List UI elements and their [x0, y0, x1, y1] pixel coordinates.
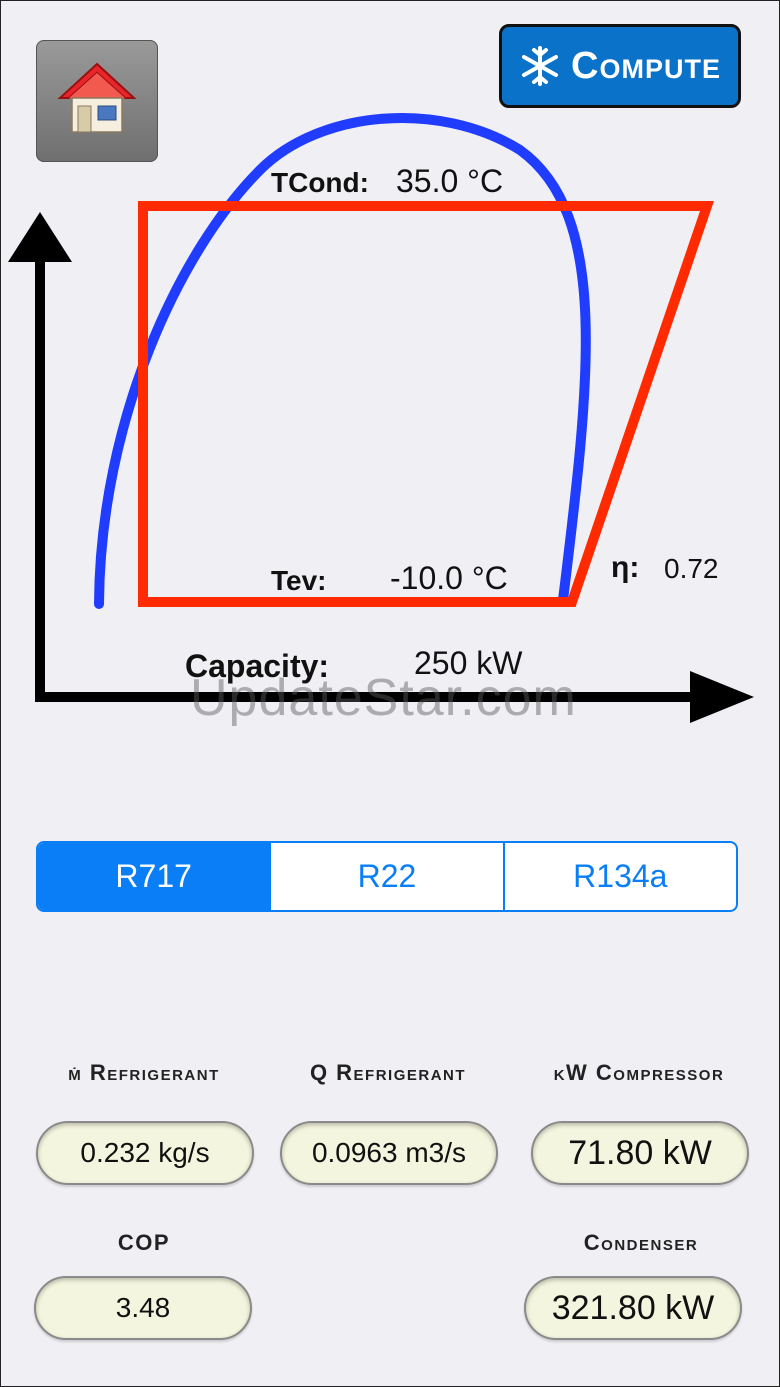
capacity-label: Capacity: — [185, 648, 330, 684]
m-refrigerant-header: ṁ Refrigerant — [68, 1060, 220, 1085]
refrigeration-cycle — [138, 201, 714, 607]
cop-header: COP — [117, 1230, 171, 1255]
eta-value: 0.72 — [664, 553, 719, 584]
q-refrigerant-header: Q Refrigerant — [309, 1060, 467, 1085]
tev-value: -10.0 °C — [390, 560, 508, 596]
kw-compressor-value: 71.80 kW — [531, 1121, 749, 1185]
tev-label: Tev: — [271, 565, 327, 596]
tcond-label: TCond: — [271, 167, 369, 198]
watermark: UpdateStar.com — [190, 669, 577, 727]
compute-button[interactable]: Compute — [499, 24, 741, 108]
refrigerant-option-r22[interactable]: R22 — [269, 843, 502, 910]
cop-value: 3.48 — [34, 1276, 252, 1340]
compute-label: Compute — [571, 44, 721, 87]
y-axis-arrow — [8, 212, 72, 262]
refrigerant-selector[interactable]: R717 R22 R134a — [36, 841, 738, 912]
refrigerant-option-r717[interactable]: R717 — [38, 843, 270, 910]
tcond-value: 35.0 °C — [396, 163, 504, 199]
refrigeration-cycle-diagram — [8, 113, 754, 723]
kw-compressor-header: kW Compressor — [553, 1060, 725, 1085]
refrigerant-option-r134a[interactable]: R134a — [502, 843, 736, 910]
condenser-value: 321.80 kW — [524, 1276, 742, 1340]
eta-label: η: — [611, 551, 640, 584]
home-icon — [57, 62, 137, 133]
condenser-header: Condenser — [583, 1230, 699, 1255]
capacity-value: 250 kW — [414, 645, 523, 681]
home-button[interactable] — [36, 40, 158, 162]
m-refrigerant-value: 0.232 kg/s — [36, 1121, 254, 1185]
snowflake-icon — [522, 46, 559, 86]
q-refrigerant-value: 0.0963 m3/s — [280, 1121, 498, 1185]
x-axis-arrow — [690, 671, 754, 723]
